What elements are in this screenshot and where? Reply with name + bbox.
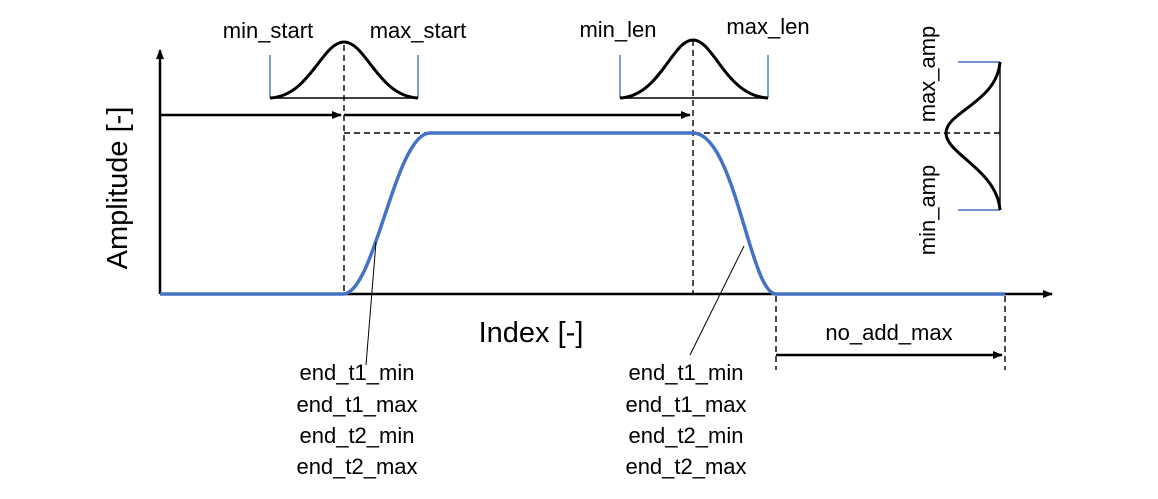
- no-add-max-label: no_add_max: [825, 320, 952, 345]
- x-axis-label: Index [-]: [479, 317, 584, 349]
- right-end-param: end_t2_min: [629, 423, 744, 448]
- left-end-param: end_t2_max: [296, 454, 417, 479]
- max-amp-label: max_amp: [915, 26, 940, 123]
- right-end-leader-line: [689, 245, 745, 356]
- right-end-param: end_t2_max: [625, 454, 746, 479]
- right-end-param: end_t1_max: [625, 392, 746, 417]
- start-distribution-bell: [269, 40, 419, 100]
- min-amp-label: min_amp: [915, 165, 940, 255]
- y-axis-label: Amplitude [-]: [102, 107, 134, 270]
- left-end-param: end_t1_min: [300, 360, 415, 385]
- right-end-param: end_t1_min: [629, 360, 744, 385]
- left-end-param: end_t2_min: [300, 423, 415, 448]
- length-distribution-bell: [619, 38, 769, 100]
- signal-pulse-curve: [160, 131, 1005, 296]
- min-start-label: min_start: [223, 18, 313, 43]
- left-end-leader-line: [365, 241, 377, 366]
- amplitude-distribution-bell: [944, 61, 1002, 211]
- left-end-param: end_t1_max: [296, 392, 417, 417]
- min-len-label: min_len: [579, 17, 656, 42]
- max-len-label: max_len: [726, 14, 809, 39]
- max-start-label: max_start: [370, 18, 467, 43]
